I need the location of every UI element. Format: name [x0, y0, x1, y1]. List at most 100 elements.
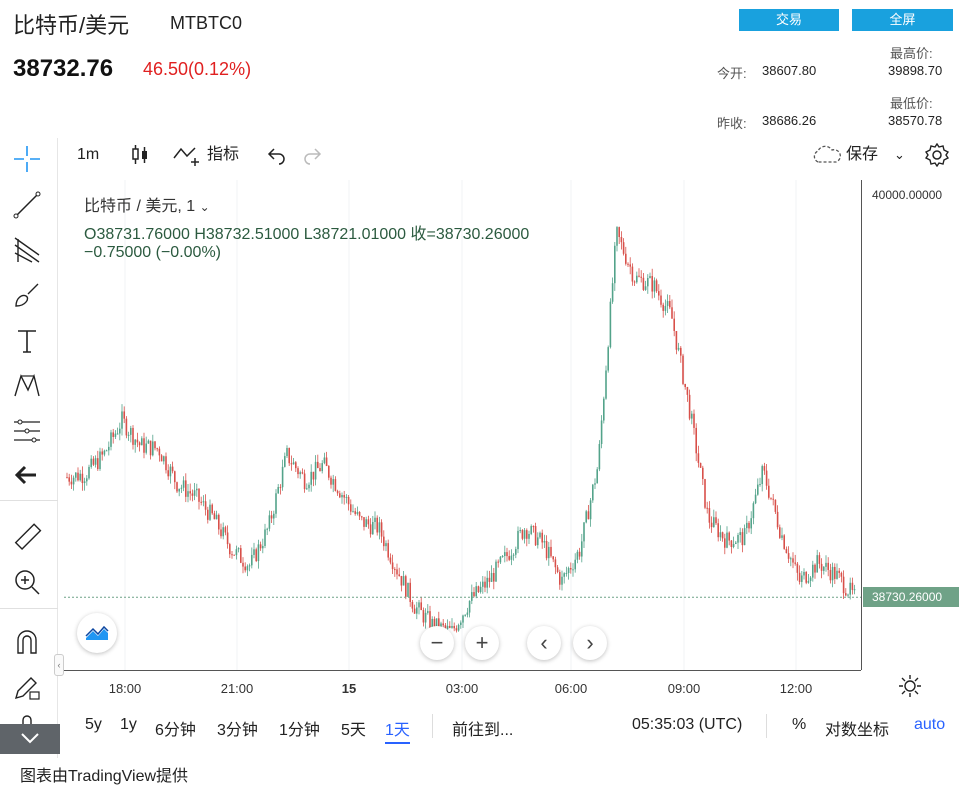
- price-chart[interactable]: [64, 180, 861, 670]
- fullscreen-button[interactable]: 全屏: [852, 9, 953, 31]
- ruler-icon[interactable]: [10, 520, 44, 554]
- lock-pencil-icon[interactable]: [10, 670, 44, 704]
- range-1m[interactable]: 1分钟: [279, 722, 320, 739]
- indicators-icon[interactable]: [173, 138, 203, 172]
- collapse-handle[interactable]: ‹: [54, 654, 64, 676]
- candle-body: [715, 517, 717, 524]
- scroll-left-button[interactable]: ‹: [527, 626, 561, 660]
- candle-body: [664, 305, 667, 311]
- percent-toggle[interactable]: %: [792, 716, 807, 733]
- open-value: 38607.80: [762, 63, 817, 78]
- indicators-button[interactable]: 指标: [207, 146, 240, 163]
- candle-body: [306, 488, 308, 490]
- last-price-label: 38730.26000: [863, 587, 959, 608]
- settings-sun-icon[interactable]: [898, 674, 922, 703]
- candle-body: [743, 528, 746, 546]
- candle-body: [776, 511, 779, 528]
- save-button[interactable]: 保存: [846, 146, 879, 163]
- candle-body: [750, 518, 752, 529]
- low-value: 38570.78: [888, 113, 943, 128]
- candle-body: [116, 433, 119, 435]
- candle-body: [143, 438, 145, 453]
- gear-icon[interactable]: [924, 138, 950, 172]
- candle-body: [583, 522, 585, 542]
- high-label: 最高价:: [890, 46, 933, 61]
- undo-icon[interactable]: [267, 138, 287, 172]
- zoom-in-icon[interactable]: [10, 565, 44, 599]
- range-5d[interactable]: 5天: [341, 722, 366, 739]
- trash-icon[interactable]: [0, 724, 60, 754]
- candle-body: [713, 517, 715, 528]
- candle-body: [853, 589, 856, 591]
- range-1y[interactable]: 1y: [120, 716, 137, 733]
- redo-icon[interactable]: [302, 138, 322, 172]
- auto-scale-toggle[interactable]: auto: [914, 716, 946, 733]
- goto-button[interactable]: 前往到...: [452, 722, 514, 739]
- candle-body: [691, 413, 693, 419]
- zoom-out-button[interactable]: −: [420, 626, 454, 660]
- clock-time[interactable]: 05:35:03 (UTC): [632, 716, 743, 733]
- range-1d[interactable]: 1天: [385, 716, 410, 744]
- range-5y[interactable]: 5y: [85, 716, 102, 733]
- cloud-icon[interactable]: [810, 138, 842, 172]
- pattern-icon[interactable]: [10, 368, 44, 402]
- candle-body: [739, 532, 741, 535]
- candle-body: [680, 347, 682, 356]
- ohlc-values: O38731.76000 H38732.51000 L38721.01000 收…: [84, 226, 530, 243]
- zoom-in-button[interactable]: +: [465, 626, 499, 660]
- chevron-down-icon[interactable]: ⌄: [894, 147, 905, 162]
- candle-body: [343, 495, 345, 498]
- trend-line-icon[interactable]: [10, 188, 44, 222]
- candle-body: [801, 575, 803, 582]
- trade-button[interactable]: 交易: [739, 9, 839, 31]
- candle-body: [792, 558, 794, 563]
- candle-body: [572, 569, 574, 571]
- chevron-down-icon[interactable]: ⌄: [199, 200, 210, 214]
- candle-body: [504, 552, 506, 557]
- range-6m[interactable]: 6分钟: [155, 722, 196, 739]
- candle-body: [741, 532, 744, 546]
- candle-body: [433, 618, 436, 631]
- candle-body: [735, 542, 737, 545]
- brush-icon[interactable]: [10, 278, 44, 312]
- pitchfork-icon[interactable]: [10, 233, 44, 267]
- candle-body: [378, 522, 381, 533]
- back-arrow-icon[interactable]: [10, 458, 44, 492]
- range-3m[interactable]: 3分钟: [217, 722, 258, 739]
- candle-body: [537, 537, 539, 546]
- time-label: 06:00: [554, 681, 588, 696]
- log-scale-toggle[interactable]: 对数坐标: [825, 722, 890, 739]
- candle-body: [180, 487, 183, 489]
- candle-body: [585, 511, 587, 523]
- candle-body: [413, 608, 416, 614]
- magnet-icon[interactable]: [10, 625, 44, 659]
- candle-body: [288, 447, 290, 464]
- interval-selector[interactable]: 1m: [77, 146, 100, 163]
- candle-body: [578, 551, 581, 557]
- candle-body: [607, 347, 609, 371]
- text-icon[interactable]: [10, 324, 44, 358]
- candle-body: [361, 516, 363, 518]
- candle-body: [147, 440, 150, 444]
- chart-logo-icon[interactable]: [77, 613, 117, 653]
- candle-body: [512, 554, 515, 556]
- forecast-icon[interactable]: [10, 414, 44, 448]
- candle-body: [772, 498, 774, 500]
- chart-svg[interactable]: [64, 180, 861, 670]
- scroll-right-button[interactable]: ›: [573, 626, 607, 660]
- chart-legend[interactable]: 比特币 / 美元, 1 ⌄: [84, 192, 210, 216]
- lock-icon[interactable]: [10, 706, 44, 740]
- candle-body: [642, 277, 645, 290]
- candle-body: [627, 263, 629, 265]
- candle-body: [702, 467, 704, 480]
- crosshair-icon[interactable]: [10, 142, 44, 176]
- candle-body: [631, 266, 634, 282]
- candle-body: [746, 522, 748, 529]
- candle-body: [827, 562, 829, 570]
- candle-body: [138, 442, 141, 446]
- candle-body: [110, 432, 112, 447]
- candle-body: [490, 572, 493, 582]
- time-axis[interactable]: 18:00 21:00 15 03:00 06:00 09:00 12:00: [64, 670, 861, 706]
- price-axis[interactable]: 40000.00000 38730.26000: [861, 180, 959, 670]
- candle-type-icon[interactable]: [130, 138, 150, 172]
